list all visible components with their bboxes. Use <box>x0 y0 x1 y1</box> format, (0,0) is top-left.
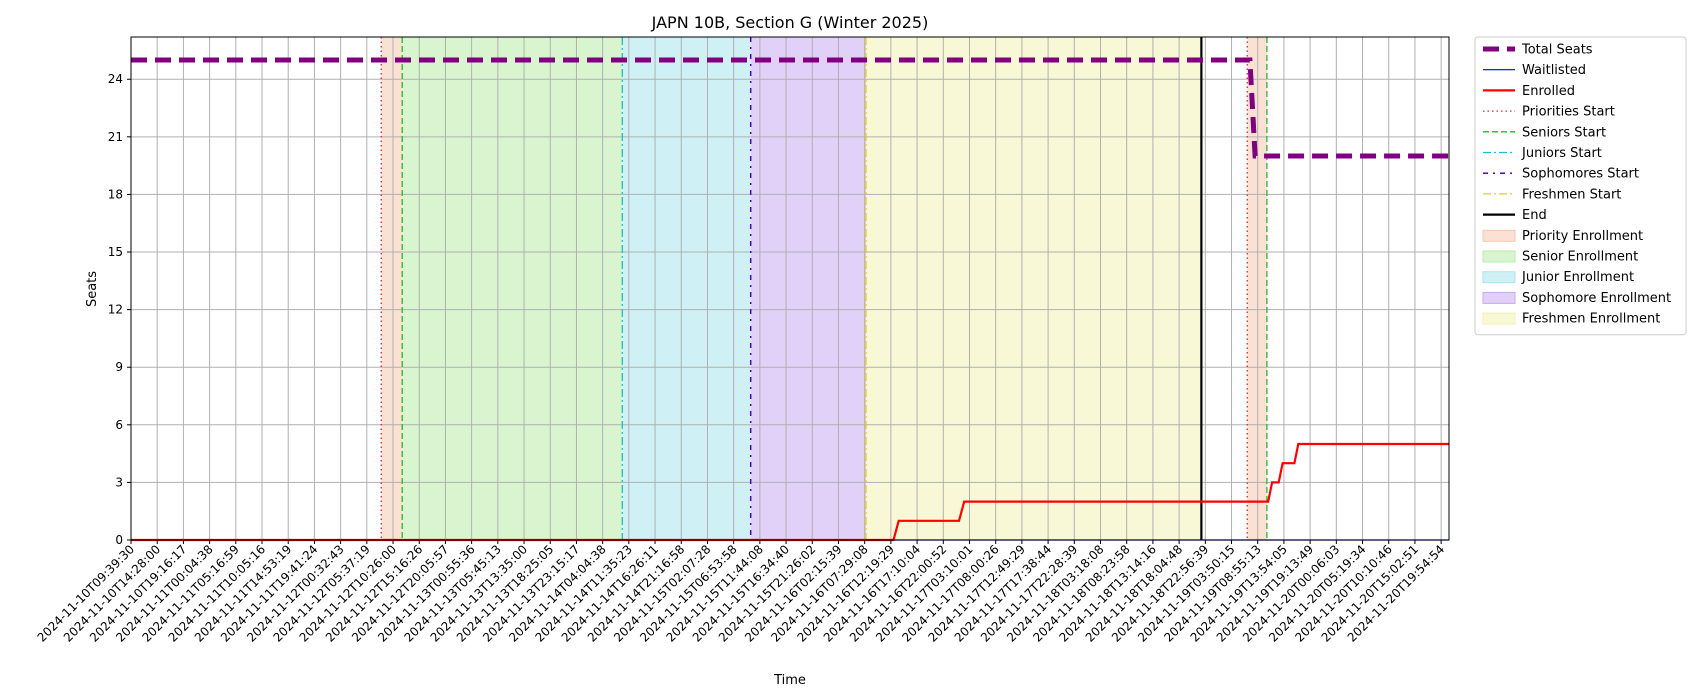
legend-label-0: Total Seats <box>1521 43 1593 58</box>
legend-swatch-13 <box>1482 312 1516 325</box>
legend-label-6: Sophomores Start <box>1522 167 1639 182</box>
y-tick-label-0: 0 <box>115 533 123 547</box>
band-5 <box>1247 37 1267 540</box>
enrollment-bands <box>381 37 1267 540</box>
legend-label-11: Junior Enrollment <box>1521 270 1634 285</box>
y-tick-label-2: 6 <box>115 418 123 432</box>
legend-label-4: Seniors Start <box>1522 125 1606 140</box>
legend-swatch-10 <box>1482 250 1516 263</box>
band-2 <box>622 37 751 540</box>
y-tick-label-6: 18 <box>108 187 123 201</box>
x-axis-label: Time <box>773 673 806 688</box>
legend-swatch-11 <box>1482 271 1516 284</box>
series-enrolled <box>131 442 1449 542</box>
y-axis-ticks: 0 3 6 9 12 15 18 21 24 <box>108 72 131 547</box>
x-axis-ticks: 2024-11-10T09:39:302024-11-10T14:28:0020… <box>35 540 1447 645</box>
y-tick-label-3: 9 <box>115 360 123 374</box>
legend-label-3: Priorities Start <box>1522 105 1615 120</box>
y-tick-label-1: 3 <box>115 475 123 489</box>
y-axis-label: Seats <box>85 271 100 307</box>
legend-label-2: Enrolled <box>1522 84 1575 99</box>
legend: Total Seats Waitlisted Enrolled Priorities … <box>1474 36 1687 336</box>
series-total-seats <box>131 57 1449 159</box>
grid-lines <box>130 37 1449 541</box>
y-tick-label-8: 24 <box>108 72 123 86</box>
legend-label-1: Waitlisted <box>1522 63 1586 78</box>
phase-markers <box>380 37 1268 540</box>
chart-title: JAPN 10B, Section G (Winter 2025) <box>651 13 929 32</box>
band-0 <box>381 37 403 540</box>
y-tick-label-5: 15 <box>108 245 123 259</box>
legend-label-13: Freshmen Enrollment <box>1522 312 1660 327</box>
legend-swatch-9 <box>1482 229 1516 242</box>
legend-label-9: Priority Enrollment <box>1522 229 1643 244</box>
legend-label-10: Senior Enrollment <box>1522 250 1638 265</box>
band-1 <box>402 37 623 540</box>
legend-box <box>1474 36 1687 336</box>
legend-label-8: End <box>1522 208 1547 223</box>
y-tick-label-7: 21 <box>108 130 123 144</box>
legend-swatch-12 <box>1482 291 1516 304</box>
band-3 <box>750 37 866 540</box>
band-4 <box>865 37 1202 540</box>
legend-label-5: Juniors Start <box>1521 146 1602 161</box>
y-tick-label-4: 12 <box>108 303 123 317</box>
legend-label-12: Sophomore Enrollment <box>1522 291 1671 306</box>
legend-label-7: Freshmen Start <box>1522 187 1621 202</box>
plot-frame <box>130 36 1450 541</box>
